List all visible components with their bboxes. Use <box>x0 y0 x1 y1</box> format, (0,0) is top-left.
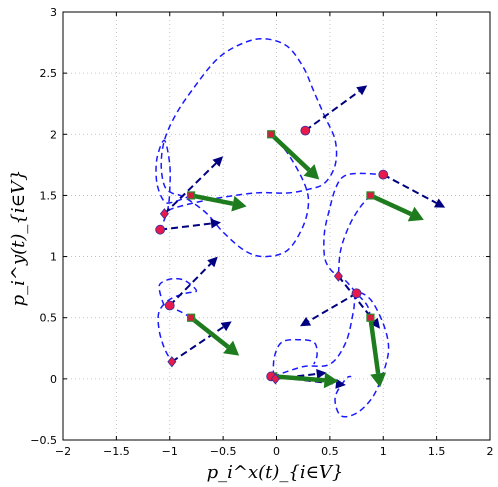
final-position-diamond <box>167 356 177 368</box>
final-position-circle <box>164 300 175 311</box>
y-tick-label: 2.5 <box>40 67 58 80</box>
final-position-circle <box>155 224 166 235</box>
agent-trajectory <box>160 38 338 258</box>
current-velocity-arrow <box>382 173 446 208</box>
agent-trajectory <box>272 338 318 377</box>
x-tick-label: −1.5 <box>103 445 130 458</box>
y-tick-label: −0.5 <box>30 434 57 447</box>
y-tick-label: 0.5 <box>40 312 58 325</box>
initial-velocity-arrow <box>273 372 339 389</box>
current-velocity-arrow <box>160 218 221 231</box>
initial-velocity-arrow <box>369 193 424 222</box>
x-tick-label: −1 <box>162 445 178 458</box>
initial-velocity-arrow <box>368 317 387 388</box>
final-position-diamond <box>270 373 280 385</box>
y-tick-label: 3 <box>50 6 57 19</box>
y-tick-label: 1.5 <box>40 189 58 202</box>
final-position-diamond <box>333 270 343 282</box>
initial-velocity-arrow <box>269 132 320 180</box>
initial-position-marker <box>267 130 276 139</box>
final-position-circle <box>378 169 389 180</box>
initial-position-marker <box>187 313 196 322</box>
final-position-circle <box>300 125 311 136</box>
marker-layer <box>155 125 389 385</box>
agent-trajectory <box>273 291 390 418</box>
current-velocity-arrow <box>163 156 224 215</box>
trajectory-layer <box>155 38 390 418</box>
x-tick-label: 1 <box>380 445 387 458</box>
current-velocity-arrow <box>337 275 381 329</box>
x-tick-label: 2 <box>487 445 494 458</box>
agent-trajectory <box>323 172 384 318</box>
agent-trajectory <box>155 139 192 230</box>
initial-position-marker <box>366 191 375 200</box>
initial-velocity-arrow <box>190 193 247 212</box>
tick-layer: −2 −1.5 −1 −0.5 0 0.5 1 1.5 2 −0.5 0 0.5 1 1.5 2 2.5 3 <box>30 6 493 458</box>
initial-velocity-layer <box>189 132 424 389</box>
y-tick-label: 2 <box>50 128 57 141</box>
current-velocity-arrow <box>171 321 232 363</box>
final-position-diamond <box>159 208 169 220</box>
grid-layer <box>63 12 490 440</box>
initial-position-marker <box>187 191 196 200</box>
x-tick-label: −2 <box>55 445 71 458</box>
initial-position-marker <box>366 313 375 322</box>
current-velocity-arrow <box>169 256 218 307</box>
current-velocity-arrow <box>299 292 358 327</box>
y-tick-label: 1 <box>50 251 57 264</box>
x-tick-label: −0.5 <box>210 445 237 458</box>
current-velocity-arrow <box>304 85 368 132</box>
x-tick-label: 0 <box>273 445 280 458</box>
final-position-circle <box>351 288 362 299</box>
initial-velocity-arrow <box>189 315 240 356</box>
y-tick-label: 0 <box>50 373 57 386</box>
x-tick-label: 0.5 <box>321 445 339 458</box>
x-axis-label: p_i^x(t)_{i∈V} <box>207 462 344 483</box>
agent-trajectory <box>337 194 371 277</box>
y-axis-label: p_i^y(t)_{i∈V} <box>8 170 29 307</box>
x-tick-label: 1.5 <box>428 445 446 458</box>
